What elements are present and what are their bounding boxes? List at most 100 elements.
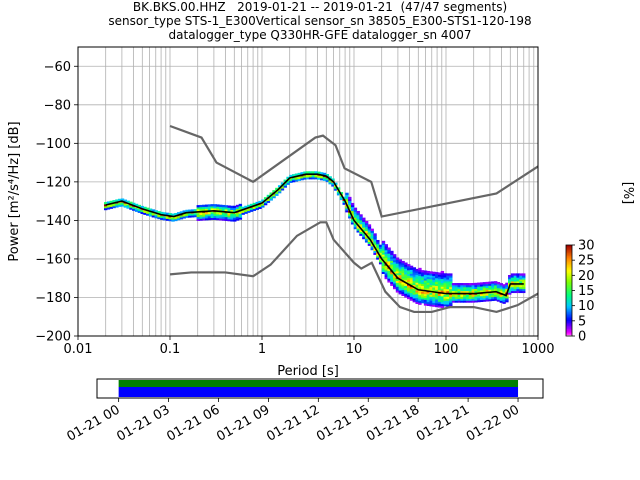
density-cell bbox=[468, 283, 473, 286]
density-cell bbox=[303, 175, 307, 178]
density-cell bbox=[109, 200, 113, 204]
density-cell bbox=[407, 294, 411, 298]
density-cell bbox=[440, 272, 445, 276]
density-cell bbox=[479, 293, 484, 297]
density-cell bbox=[404, 289, 408, 292]
density-cell bbox=[359, 214, 363, 217]
density-cell bbox=[432, 294, 436, 298]
density-cell bbox=[407, 291, 411, 294]
density-cell bbox=[401, 282, 405, 285]
density-cell bbox=[294, 177, 299, 180]
density-cell bbox=[401, 291, 405, 295]
density-cell bbox=[146, 213, 150, 216]
density-cell bbox=[205, 212, 209, 215]
density-cell bbox=[207, 215, 212, 219]
density-cell bbox=[322, 172, 327, 176]
density-cell bbox=[359, 233, 363, 236]
density-cell bbox=[252, 208, 257, 211]
density-cell bbox=[432, 283, 436, 286]
density-cell bbox=[179, 217, 184, 220]
density-cell bbox=[449, 300, 453, 303]
density-cell bbox=[423, 285, 428, 289]
density-cell bbox=[398, 261, 402, 264]
density-cell bbox=[426, 270, 431, 274]
density-cell bbox=[465, 298, 470, 301]
density-cell bbox=[235, 212, 240, 215]
density-cell bbox=[266, 200, 271, 203]
density-cell bbox=[165, 218, 170, 221]
density-cell bbox=[465, 288, 470, 292]
density-cell bbox=[513, 288, 518, 292]
density-cell bbox=[387, 253, 391, 256]
density-cell bbox=[376, 245, 380, 249]
density-cell bbox=[429, 279, 433, 282]
density-cell bbox=[249, 207, 254, 210]
density-cell bbox=[423, 284, 428, 287]
density-cell bbox=[381, 250, 386, 253]
density-cell bbox=[446, 290, 450, 294]
density-cell bbox=[482, 297, 487, 300]
density-cell bbox=[317, 175, 321, 178]
density-cell bbox=[463, 286, 467, 290]
density-cell bbox=[398, 274, 402, 278]
density-cell bbox=[421, 293, 425, 296]
density-cell bbox=[451, 290, 456, 294]
density-cell bbox=[370, 232, 374, 235]
density-cell bbox=[423, 303, 428, 306]
timeline-tick-label: 01-21 03 bbox=[114, 402, 172, 444]
density-cell bbox=[437, 274, 442, 277]
density-cell bbox=[115, 199, 119, 202]
colorbar-cell bbox=[566, 298, 572, 301]
density-cell bbox=[390, 281, 394, 284]
density-cell bbox=[247, 210, 251, 213]
density-cell bbox=[415, 286, 419, 289]
density-cell bbox=[513, 273, 518, 276]
density-cell bbox=[499, 288, 503, 292]
density-cell bbox=[401, 262, 405, 266]
density-cell bbox=[423, 301, 428, 304]
density-cell bbox=[440, 270, 445, 274]
density-cell bbox=[179, 215, 184, 218]
density-cell bbox=[325, 174, 330, 177]
density-cell bbox=[353, 209, 358, 212]
density-cell bbox=[479, 290, 484, 293]
density-cell bbox=[409, 292, 414, 295]
density-cell bbox=[247, 208, 251, 211]
density-cell bbox=[451, 288, 456, 292]
density-cell bbox=[387, 249, 391, 252]
density-cell bbox=[502, 297, 506, 300]
density-cell bbox=[387, 247, 391, 250]
colorbar-tick-label: 20 bbox=[578, 269, 595, 284]
density-cell bbox=[353, 219, 358, 222]
density-cell bbox=[460, 290, 464, 294]
density-cell bbox=[493, 286, 498, 290]
density-cell bbox=[126, 200, 130, 203]
density-cell bbox=[182, 216, 186, 219]
density-cell bbox=[429, 304, 433, 307]
density-cell bbox=[423, 291, 428, 295]
density-cell bbox=[421, 295, 425, 298]
density-cell bbox=[440, 303, 445, 307]
density-cell bbox=[370, 244, 374, 247]
density-cell bbox=[395, 265, 400, 268]
density-cell bbox=[404, 266, 408, 269]
density-cell bbox=[241, 206, 245, 210]
density-cell bbox=[407, 289, 411, 292]
density-cell bbox=[207, 206, 212, 209]
density-cell bbox=[415, 299, 419, 303]
density-cell bbox=[151, 213, 156, 216]
density-cell bbox=[468, 284, 473, 288]
density-cell bbox=[508, 274, 512, 278]
density-cell bbox=[291, 178, 296, 181]
y-tick-label: −80 bbox=[44, 98, 71, 113]
y-tick-label: −60 bbox=[44, 60, 71, 75]
density-cell bbox=[421, 285, 425, 288]
colorbar-cell bbox=[566, 305, 572, 308]
density-cell bbox=[454, 290, 459, 294]
density-cell bbox=[202, 218, 206, 221]
density-cell bbox=[449, 288, 453, 292]
density-cell bbox=[219, 212, 223, 215]
density-cell bbox=[350, 220, 355, 223]
density-cell bbox=[123, 203, 128, 206]
density-cell bbox=[362, 219, 366, 222]
